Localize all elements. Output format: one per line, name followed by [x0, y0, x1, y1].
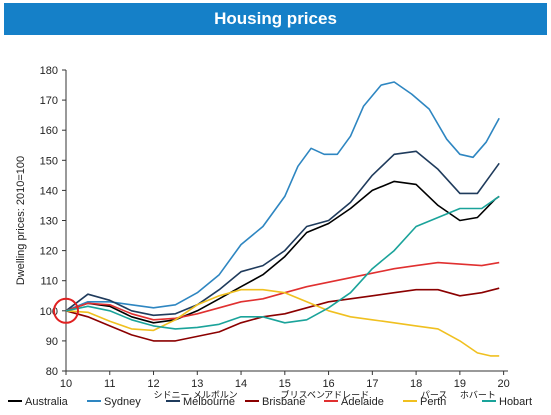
y-tick-label: 150 [40, 155, 58, 167]
y-tick-label: 130 [40, 216, 58, 228]
y-tick-label: 110 [40, 276, 58, 288]
y-tick-label: 90 [46, 336, 58, 348]
x-tick-label: 15 [279, 378, 291, 390]
x-tick-label: 16 [322, 378, 334, 390]
x-annotation-label: シドニー [154, 391, 190, 401]
x-annotation-label: メルボルン [193, 390, 238, 401]
x-tick-label: 20 [497, 378, 509, 390]
x-tick-label: 17 [366, 378, 378, 390]
series-line-perth [65, 288, 500, 357]
x-annotation-label: パース [421, 390, 448, 401]
legend-label: Sydney [104, 396, 141, 408]
series-line-sydney [65, 81, 500, 312]
series-line-brisbane [65, 287, 500, 342]
y-tick-label: 140 [40, 185, 58, 197]
series-line-melbourne [65, 150, 500, 317]
x-tick-label: 12 [147, 378, 159, 390]
y-tick-label: 120 [40, 246, 58, 258]
legend-label: Australia [25, 396, 69, 408]
x-annotation-label: ホバート [460, 390, 496, 401]
x-tick-label: 13 [191, 378, 203, 390]
legend-label: Melbourne [183, 396, 235, 408]
x-tick-label: 19 [454, 378, 466, 390]
series-line-hobart [65, 195, 500, 330]
x-annotation-label: ブリスベン [281, 389, 325, 401]
legend: Australia Sydney Melbourne Brisbane Adelaide… [8, 396, 532, 408]
x-tick-label: 10 [60, 378, 72, 390]
y-tick-label: 170 [40, 95, 58, 107]
highlight-circle [53, 297, 79, 324]
chart-title: Housing prices [4, 3, 547, 35]
x-tick-label: 14 [235, 378, 247, 390]
y-tick-label: 180 [40, 65, 58, 77]
legend-label: Perth [420, 396, 446, 408]
series-lines [53, 81, 500, 357]
legend-label: Brisbane [262, 396, 305, 408]
legend-label: Hobart [499, 396, 532, 408]
x-tick-label: 11 [104, 378, 115, 390]
x-tick-label: 18 [410, 378, 422, 390]
y-axis-title: Dwelling prices: 2010=100 [15, 156, 27, 285]
legend-label: Adelaide [341, 396, 384, 408]
y-tick-label: 80 [46, 366, 58, 378]
y-tick-label: 160 [40, 125, 58, 137]
x-annotation-label: アドレード [324, 391, 369, 401]
